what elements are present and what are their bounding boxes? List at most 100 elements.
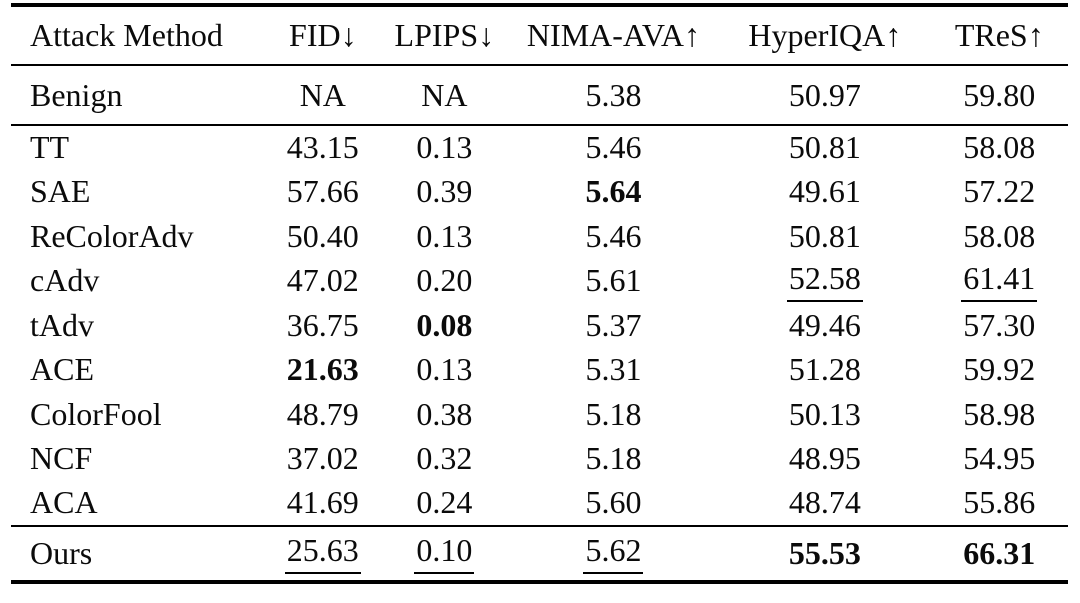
method-cell: Benign xyxy=(30,76,123,113)
value-text: 50.97 xyxy=(788,76,861,113)
value-text: 50.13 xyxy=(788,395,861,432)
value-text: 59.92 xyxy=(963,351,1036,388)
value-cell: 50.13 xyxy=(719,392,930,437)
method-cell: ReColorAdv xyxy=(30,217,194,254)
value-text: 57.66 xyxy=(286,173,359,210)
value-text: 48.95 xyxy=(788,440,861,477)
value-cell: 49.61 xyxy=(719,170,930,215)
method-cell: tAdv xyxy=(30,306,94,343)
value-cell: 50.40 xyxy=(265,214,381,259)
method-cell: ACE xyxy=(30,351,94,388)
down-arrow-icon: ↓ xyxy=(340,17,357,53)
value-cell: 48.79 xyxy=(265,392,381,437)
value-cell: 57.22 xyxy=(931,170,1068,215)
header-label: Attack Method xyxy=(30,17,223,53)
value-text: 0.13 xyxy=(416,217,473,254)
benign-section: Benign NA NA 5.38 50.97 59.80 xyxy=(11,65,1068,125)
table-row-recoloradv: ReColorAdv 50.40 0.13 5.46 50.81 58.08 xyxy=(11,214,1068,259)
value-text: 47.02 xyxy=(286,262,359,299)
method-cell: Ours xyxy=(30,534,93,571)
value-cell: 49.46 xyxy=(719,303,930,348)
value-cell: 58.08 xyxy=(931,214,1068,259)
value-cell: 5.18 xyxy=(508,392,719,437)
value-cell: 5.46 xyxy=(508,214,719,259)
value-cell: NA xyxy=(381,65,508,125)
value-cell: 41.69 xyxy=(265,481,381,526)
value-text: 5.31 xyxy=(585,351,642,388)
value-cell: 59.92 xyxy=(931,348,1068,393)
value-text: 0.08 xyxy=(416,306,473,343)
value-cell: 5.46 xyxy=(508,125,719,170)
value-cell: 57.66 xyxy=(265,170,381,215)
value-text: 51.28 xyxy=(788,351,861,388)
value-cell: 0.24 xyxy=(381,481,508,526)
value-cell: 55.53 xyxy=(719,526,930,582)
value-cell: 59.80 xyxy=(931,65,1068,125)
header-row: Attack Method FID↓ LPIPS↓ NIMA-AVA↑ Hype… xyxy=(11,5,1068,65)
metrics-table: Attack Method FID↓ LPIPS↓ NIMA-AVA↑ Hype… xyxy=(11,3,1068,584)
table-row-sae: SAE 57.66 0.39 5.64 49.61 57.22 xyxy=(11,170,1068,215)
table-header: Attack Method FID↓ LPIPS↓ NIMA-AVA↑ Hype… xyxy=(11,5,1068,65)
value-cell: 0.39 xyxy=(381,170,508,215)
value-text: 0.13 xyxy=(416,129,473,166)
value-cell: 5.62 xyxy=(508,526,719,582)
value-text: 5.38 xyxy=(585,76,642,113)
value-cell: 52.58 xyxy=(719,259,930,304)
value-text: 55.53 xyxy=(788,534,861,571)
value-cell: 50.81 xyxy=(719,125,930,170)
table-row-aca: ACA 41.69 0.24 5.60 48.74 55.86 xyxy=(11,481,1068,526)
value-text: 21.63 xyxy=(286,351,359,388)
up-arrow-icon: ↑ xyxy=(683,17,700,53)
method-cell: ACA xyxy=(30,484,98,521)
value-text: 5.62 xyxy=(583,532,644,574)
value-text: 5.46 xyxy=(585,217,642,254)
value-text: 58.08 xyxy=(963,129,1036,166)
value-cell: 54.95 xyxy=(931,437,1068,482)
value-text: 57.30 xyxy=(963,306,1036,343)
value-text: 58.08 xyxy=(963,217,1036,254)
header-label: LPIPS xyxy=(394,17,479,53)
value-text: 0.24 xyxy=(416,484,473,521)
ours-section: Ours 25.63 0.10 5.62 55.53 66.31 xyxy=(11,526,1068,582)
table-row-ncf: NCF 37.02 0.32 5.18 48.95 54.95 xyxy=(11,437,1068,482)
value-cell: 0.13 xyxy=(381,125,508,170)
value-text: NA xyxy=(421,76,468,113)
value-cell: 61.41 xyxy=(931,259,1068,304)
value-text: 58.98 xyxy=(963,395,1036,432)
value-text: 61.41 xyxy=(961,260,1038,302)
value-text: 52.58 xyxy=(786,260,863,302)
value-text: 0.32 xyxy=(416,440,473,477)
method-cell: SAE xyxy=(30,173,91,210)
method-cell: cAdv xyxy=(30,262,100,299)
up-arrow-icon: ↑ xyxy=(1027,17,1044,53)
header-label: TReS xyxy=(954,17,1028,53)
header-lpips: LPIPS↓ xyxy=(381,5,508,65)
value-text: 25.63 xyxy=(284,532,361,574)
table-row-tadv: tAdv 36.75 0.08 5.37 49.46 57.30 xyxy=(11,303,1068,348)
header-label: NIMA-AVA xyxy=(526,17,684,53)
table-row-tt: TT 43.15 0.13 5.46 50.81 58.08 xyxy=(11,125,1068,170)
value-text: 49.46 xyxy=(788,306,861,343)
value-cell: 58.08 xyxy=(931,125,1068,170)
table-row-ours: Ours 25.63 0.10 5.62 55.53 66.31 xyxy=(11,526,1068,582)
value-cell: 0.10 xyxy=(381,526,508,582)
value-text: 5.60 xyxy=(585,484,642,521)
value-cell: 5.37 xyxy=(508,303,719,348)
header-label: FID xyxy=(289,17,341,53)
value-text: 5.64 xyxy=(585,173,642,210)
value-text: 0.20 xyxy=(416,262,473,299)
value-text: 5.61 xyxy=(585,262,642,299)
header-label: HyperIQA xyxy=(748,17,886,53)
value-text: 49.61 xyxy=(788,173,861,210)
value-text: 36.75 xyxy=(286,306,359,343)
value-cell: 47.02 xyxy=(265,259,381,304)
header-attack-method: Attack Method xyxy=(11,5,265,65)
value-cell: 48.95 xyxy=(719,437,930,482)
header-hyperiqa: HyperIQA↑ xyxy=(719,5,930,65)
value-cell: 0.32 xyxy=(381,437,508,482)
value-text: 0.10 xyxy=(414,532,475,574)
value-text: 50.81 xyxy=(788,217,861,254)
value-cell: 48.74 xyxy=(719,481,930,526)
value-cell: 50.97 xyxy=(719,65,930,125)
